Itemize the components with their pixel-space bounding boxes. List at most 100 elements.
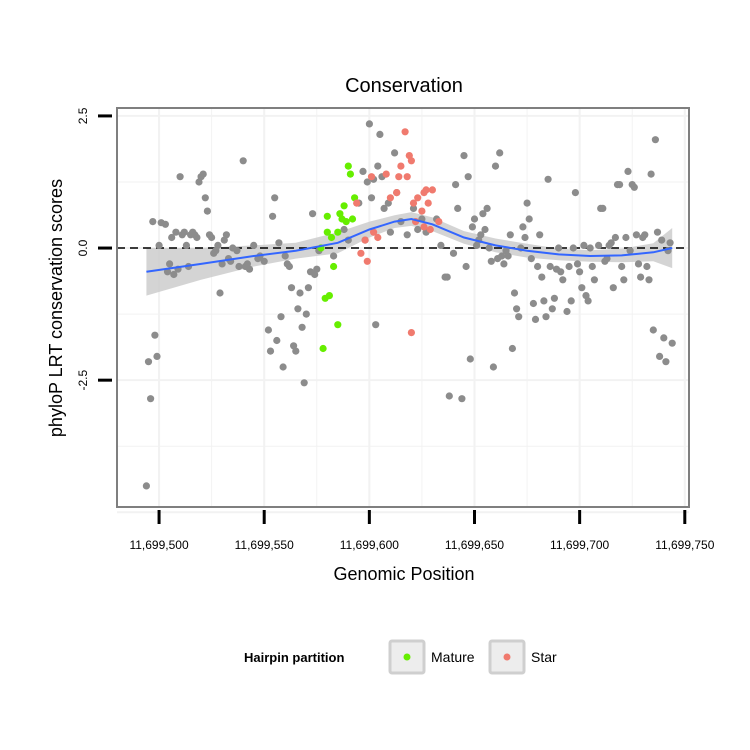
other-point (525, 215, 533, 223)
other-point (172, 228, 180, 236)
mature-point (334, 321, 342, 329)
other-point (656, 352, 664, 360)
other-point (641, 231, 649, 239)
x-axis: 11,699,500 11,699,550 11,699,600 11,699,650… (129, 510, 715, 552)
other-point (302, 310, 310, 318)
star-point (386, 194, 394, 202)
other-point (340, 225, 348, 234)
other-point (643, 262, 651, 271)
other-point (403, 231, 411, 239)
other-point (519, 223, 527, 231)
other-point (264, 326, 272, 334)
other-point (538, 273, 546, 281)
other-point (168, 233, 176, 242)
other-point (540, 297, 548, 305)
other-point (649, 326, 657, 334)
other-point (193, 233, 201, 242)
star-point (393, 189, 401, 197)
x-tick-label: 11,699,650 (445, 538, 504, 552)
other-point (161, 220, 169, 228)
other-point (662, 358, 670, 366)
legend-star-dot (503, 653, 511, 661)
other-point (170, 270, 178, 279)
other-point (235, 262, 243, 271)
other-point (363, 178, 371, 186)
other-point (468, 223, 476, 231)
other-point (586, 244, 594, 252)
other-point (632, 231, 641, 239)
other-point (458, 395, 466, 403)
other-point (479, 210, 487, 218)
star-point (435, 218, 443, 226)
star-point (407, 157, 415, 165)
star-point (403, 173, 411, 181)
other-point (260, 257, 268, 265)
other-point (500, 260, 508, 268)
other-point (653, 228, 662, 236)
other-point (147, 395, 155, 403)
other-point (245, 265, 254, 273)
other-point (313, 265, 321, 273)
other-point (506, 231, 514, 239)
other-point (199, 170, 207, 178)
star-point (367, 173, 376, 181)
other-point (496, 149, 504, 157)
other-point (630, 183, 638, 191)
smooth-line (146, 217, 673, 273)
other-point (437, 241, 445, 249)
x-tick-label: 11,699,550 (235, 538, 294, 552)
other-point (149, 218, 157, 226)
legend-label-star: Star (531, 649, 557, 665)
other-point (565, 262, 573, 271)
star-point (395, 173, 403, 181)
other-point (365, 120, 373, 128)
other-point (590, 276, 599, 284)
mature-point (342, 218, 350, 226)
other-point (599, 204, 607, 212)
other-point (487, 257, 495, 265)
star-point (424, 199, 432, 207)
star-point (409, 199, 418, 207)
y-tick-label: 0.0 (76, 239, 90, 256)
other-point (666, 239, 674, 247)
other-point (634, 260, 643, 268)
other-point (557, 268, 565, 276)
other-point (281, 252, 289, 260)
other-point (536, 231, 544, 239)
other-point (269, 212, 277, 220)
other-point (304, 284, 312, 292)
other-point (300, 379, 308, 387)
y-axis: 2.5 0.0 -2.5 (76, 107, 112, 391)
other-point (203, 207, 211, 215)
other-point (374, 162, 382, 170)
star-point (363, 257, 371, 265)
star-point (353, 199, 361, 207)
other-point (266, 347, 275, 355)
legend-label-mature: Mature (431, 649, 475, 665)
star-point (397, 162, 405, 170)
other-point (647, 170, 655, 178)
legend-mature-dot (403, 653, 411, 661)
other-point (485, 244, 493, 252)
other-point (637, 273, 645, 281)
star-point (361, 236, 369, 244)
other-point (573, 260, 582, 268)
other-point (466, 355, 474, 363)
other-point (449, 249, 458, 257)
star-point (374, 233, 382, 242)
star-point (407, 329, 415, 337)
star-point (382, 170, 390, 178)
other-point (250, 241, 258, 249)
other-point (584, 297, 592, 305)
other-point (620, 276, 628, 284)
other-point (559, 276, 567, 284)
y-tick-label: 2.5 (76, 107, 90, 124)
other-point (380, 204, 388, 212)
other-point (298, 323, 306, 331)
other-point (464, 173, 472, 181)
other-point (668, 339, 676, 347)
other-point (542, 313, 550, 321)
other-point (534, 262, 542, 271)
other-point (309, 210, 317, 218)
